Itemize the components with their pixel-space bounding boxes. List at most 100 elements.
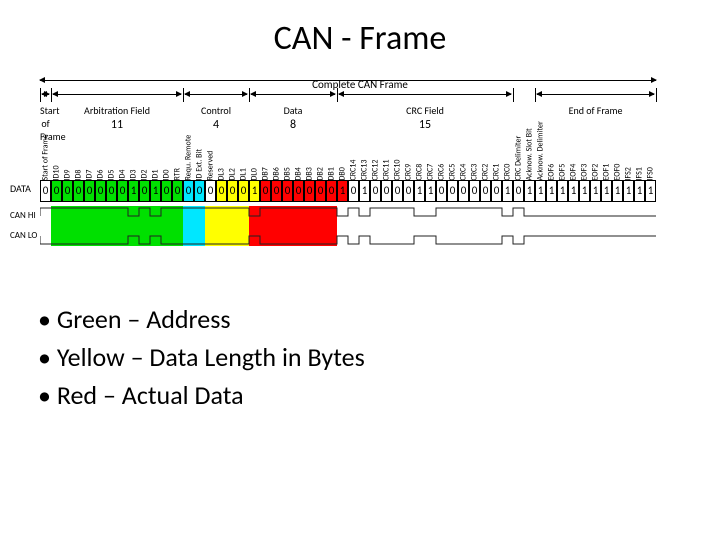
bit-cell: 0 — [139, 180, 150, 202]
bit-cell: 0 — [161, 180, 172, 202]
legend-bullets: Green – AddressYellow – Data Length in B… — [38, 300, 365, 414]
bit-cell: 0 — [282, 180, 293, 202]
bit-label: ID1 — [151, 170, 161, 181]
bit-label: ID7 — [85, 170, 95, 181]
bit-cell: 0 — [271, 180, 282, 202]
bit-cell: 0 — [403, 180, 414, 202]
bit-label: DL0 — [250, 170, 260, 181]
bit-label: DL2 — [228, 170, 238, 181]
bit-cell: 0 — [84, 180, 95, 202]
field-label: Data — [249, 104, 337, 117]
bit-cell: 0 — [227, 180, 238, 202]
bit-cell: 0 — [260, 180, 271, 202]
bit-label: DB4 — [294, 170, 304, 181]
signal-waveform — [40, 206, 656, 246]
bit-label: ID0 — [162, 170, 172, 181]
bit-label: CRC6 — [437, 170, 447, 181]
bit-label: CRC13 — [360, 170, 370, 181]
bit-label: CRC3 — [470, 170, 480, 181]
bit-cell: 0 — [51, 180, 62, 202]
bit-label: Requ. Remote — [184, 170, 194, 181]
bit-label: EOF3 — [580, 170, 590, 181]
bit-cell: 0 — [326, 180, 337, 202]
bit-label: IFS1 — [635, 170, 645, 181]
field-label: Arbitration Field — [51, 104, 183, 117]
bit-label: IFS2 — [624, 170, 634, 181]
bit-cell: 0 — [73, 180, 84, 202]
bit-label: CRC4 — [459, 170, 469, 181]
field-count: 4 — [183, 118, 249, 132]
can-lo-label: CAN LO — [10, 230, 37, 241]
bit-cell: 1 — [623, 180, 634, 202]
field-arrows — [40, 88, 706, 104]
bit-cell: 0 — [205, 180, 216, 202]
bit-cell: 0 — [392, 180, 403, 202]
bit-label: CRC1 — [492, 170, 502, 181]
signal-area — [40, 206, 706, 246]
field-label: CRC Field — [337, 104, 513, 117]
bit-label: DB7 — [261, 170, 271, 181]
bit-cell: 0 — [436, 180, 447, 202]
bit-label: ID8 — [74, 170, 84, 181]
bit-cell: 1 — [359, 180, 370, 202]
bit-cell: 0 — [293, 180, 304, 202]
bit-label: CRC8 — [415, 170, 425, 181]
bit-cell: 0 — [304, 180, 315, 202]
field-label: End of Frame — [535, 104, 656, 117]
bit-cell: 1 — [546, 180, 557, 202]
bit-label: CRC5 — [448, 170, 458, 181]
bit-cell: 0 — [458, 180, 469, 202]
bit-label: ID10 — [52, 170, 62, 181]
bit-cell: 1 — [535, 180, 546, 202]
bit-label: DL1 — [239, 170, 249, 181]
bit-cell: 1 — [128, 180, 139, 202]
bit-cell: 1 — [612, 180, 623, 202]
can-hi-label: CAN HI — [10, 210, 36, 221]
bit-label: DB1 — [327, 170, 337, 181]
bit-cell: 0 — [348, 180, 359, 202]
bit-cell: 1 — [150, 180, 161, 202]
bit-cell: 1 — [502, 180, 513, 202]
bit-label: Start of Frame — [41, 170, 51, 181]
bit-cell: 0 — [491, 180, 502, 202]
bit-label: CRC9 — [404, 170, 414, 181]
bit-cell: 0 — [513, 180, 524, 202]
bit-label: EOF1 — [602, 170, 612, 181]
field-count: 8 — [249, 118, 337, 132]
data-row-label: DATA — [10, 182, 31, 195]
bit-cell: 0 — [447, 180, 458, 202]
bit-cell: 0 — [469, 180, 480, 202]
bit-cell: 0 — [194, 180, 205, 202]
bit-label: CRC0 — [503, 170, 513, 181]
bit-cell: 1 — [579, 180, 590, 202]
bit-cell: 0 — [172, 180, 183, 202]
bit-label: CRC2 — [481, 170, 491, 181]
bit-cell: 0 — [381, 180, 392, 202]
bit-label: EOF6 — [547, 170, 557, 181]
bit-cell: 0 — [480, 180, 491, 202]
bit-cell: 0 — [40, 180, 51, 202]
bit-label: Reserved — [206, 170, 216, 181]
field-count: 15 — [337, 118, 513, 132]
bit-label: ID4 — [118, 170, 128, 181]
bit-cell: 0 — [106, 180, 117, 202]
bit-label: CRC Delimiter — [514, 170, 524, 181]
field-label: Control — [183, 104, 249, 117]
bit-label: ID9 — [63, 170, 73, 181]
bit-label: EOF2 — [591, 170, 601, 181]
page-title: CAN - Frame — [0, 0, 720, 59]
bit-label: DB5 — [283, 170, 293, 181]
bit-label: CRC7 — [426, 170, 436, 181]
bit-label: ID3 — [129, 170, 139, 181]
bit-cell: 1 — [337, 180, 348, 202]
bit-label: EOF0 — [613, 170, 623, 181]
bit-label: CRC12 — [371, 170, 381, 181]
bit-label: IFS0 — [646, 170, 656, 181]
bit-cell: 1 — [557, 180, 568, 202]
bit-label: CRC10 — [393, 170, 403, 181]
bit-cell: 1 — [601, 180, 612, 202]
bit-cell: 1 — [414, 180, 425, 202]
bit-cell: 0 — [62, 180, 73, 202]
bit-label: ID2 — [140, 170, 150, 181]
bit-label: ID6 — [96, 170, 106, 181]
